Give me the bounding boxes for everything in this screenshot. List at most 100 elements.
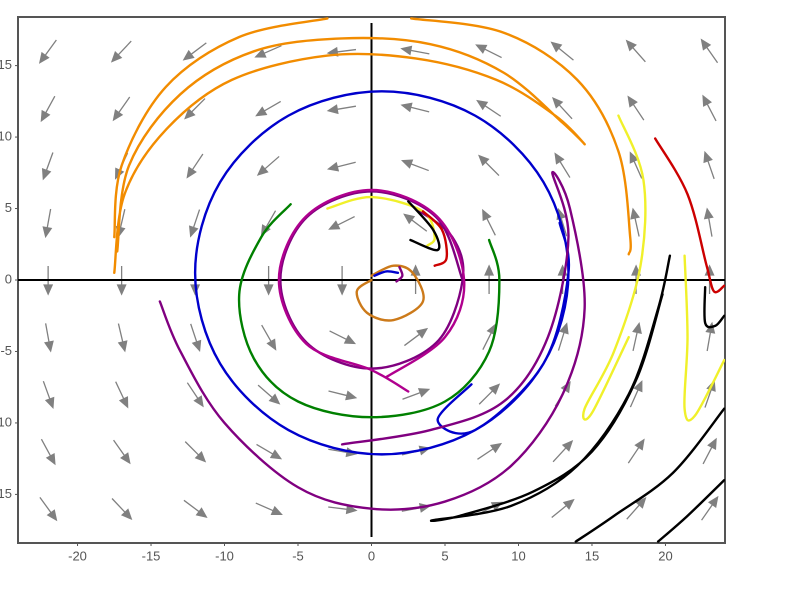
field-arrow — [263, 266, 274, 296]
x-tick-label: 0 — [368, 548, 375, 563]
field-arrow — [400, 159, 429, 172]
field-arrow — [551, 498, 575, 519]
field-arrow — [484, 264, 495, 294]
trajectory — [409, 17, 632, 256]
x-tick-label: -15 — [142, 548, 161, 563]
field-arrow — [329, 330, 357, 345]
field-arrow — [629, 380, 643, 408]
field-arrow — [42, 380, 55, 410]
field-arrow — [703, 207, 714, 237]
field-arrow — [477, 442, 503, 460]
field-arrow — [328, 504, 358, 515]
field-arrow — [403, 213, 428, 232]
field-arrow — [188, 209, 201, 238]
field-arrow — [482, 208, 496, 236]
trajectory — [113, 36, 586, 275]
field-arrow — [255, 100, 282, 117]
y-tick-label: -15 — [0, 486, 12, 501]
trajectory — [683, 254, 725, 422]
field-arrow — [627, 95, 645, 121]
trajectory — [703, 285, 725, 329]
field-arrow — [257, 384, 281, 405]
field-arrow — [40, 438, 56, 466]
field-arrow — [402, 388, 431, 400]
x-tick-label: -10 — [215, 548, 234, 563]
field-arrow — [625, 39, 646, 63]
x-tick-label: 20 — [658, 548, 672, 563]
field-arrow — [557, 322, 569, 351]
field-arrow — [328, 215, 355, 230]
field-arrow — [475, 44, 502, 59]
field-arrow — [111, 498, 133, 521]
trajectory — [193, 90, 571, 456]
x-tick-label: -5 — [292, 548, 304, 563]
trajectory — [158, 170, 586, 511]
field-arrow — [261, 324, 277, 351]
field-arrow — [551, 97, 573, 120]
y-tick-label: 15 — [0, 57, 12, 72]
trajectory — [395, 265, 404, 283]
x-tick-label: 15 — [585, 548, 599, 563]
trajectory — [581, 114, 647, 421]
field-arrow — [702, 437, 717, 465]
field-arrow — [186, 153, 204, 179]
field-arrow — [703, 150, 715, 180]
field-arrow — [326, 104, 357, 115]
y-tick-label: -5 — [0, 343, 12, 358]
field-arrow — [186, 382, 204, 408]
field-arrow — [183, 499, 208, 519]
field-arrow — [626, 497, 647, 520]
field-arrow — [632, 321, 642, 351]
trajectory — [113, 17, 329, 239]
field-arrow — [328, 390, 358, 401]
field-arrow — [38, 39, 57, 64]
field-arrow — [702, 94, 717, 122]
field-arrow — [116, 266, 127, 296]
trajectory — [656, 478, 725, 543]
field-arrow — [117, 323, 128, 353]
trajectory — [407, 200, 441, 252]
field-arrow — [190, 323, 202, 352]
field-arrow — [256, 443, 283, 460]
field-arrow — [326, 161, 356, 172]
trajectory — [421, 210, 449, 267]
trajectory — [430, 254, 672, 523]
field-arrow — [184, 441, 207, 463]
field-arrow — [184, 98, 206, 120]
field-arrow — [400, 102, 430, 113]
field-arrow — [112, 96, 131, 122]
trajectory — [355, 264, 425, 322]
field-arrow — [182, 42, 207, 61]
field-arrow — [700, 38, 719, 64]
field-arrow — [550, 41, 574, 61]
y-tick-label: 5 — [5, 200, 12, 215]
trajectory — [237, 203, 501, 419]
field-arrow — [254, 45, 282, 58]
field-arrow — [400, 45, 430, 56]
field-arrow — [43, 323, 54, 353]
y-tick-label: 10 — [0, 129, 12, 144]
field-arrow — [478, 383, 501, 405]
field-arrow — [43, 266, 54, 296]
field-arrow — [478, 154, 500, 177]
field-arrow — [115, 381, 129, 409]
field-arrow — [39, 496, 58, 522]
field-arrow — [627, 438, 645, 464]
field-arrow — [337, 266, 348, 296]
field-arrow — [42, 208, 53, 239]
x-tick-label: 5 — [441, 548, 448, 563]
field-arrow — [630, 207, 641, 237]
field-arrow — [629, 151, 643, 179]
field-arrow — [256, 155, 280, 176]
x-tick-label: -20 — [68, 548, 87, 563]
field-arrow — [40, 95, 56, 123]
trajectory — [653, 137, 725, 294]
field-arrow — [110, 40, 132, 63]
field-arrow — [701, 495, 719, 521]
field-arrow — [552, 440, 574, 463]
field-arrow — [404, 327, 429, 347]
y-tick-label: 0 — [5, 271, 12, 286]
field-arrow — [41, 152, 54, 181]
